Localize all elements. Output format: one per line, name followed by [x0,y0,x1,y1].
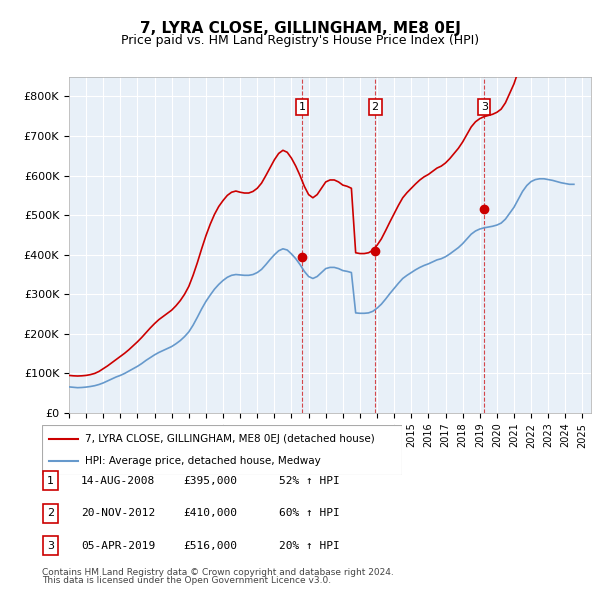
FancyBboxPatch shape [42,425,402,475]
Text: 3: 3 [47,541,54,550]
Text: This data is licensed under the Open Government Licence v3.0.: This data is licensed under the Open Gov… [42,576,331,585]
Text: 14-AUG-2008: 14-AUG-2008 [81,476,155,486]
Text: £410,000: £410,000 [183,509,237,518]
Text: 52% ↑ HPI: 52% ↑ HPI [279,476,340,486]
Text: 2: 2 [47,509,54,518]
Text: 7, LYRA CLOSE, GILLINGHAM, ME8 0EJ (detached house): 7, LYRA CLOSE, GILLINGHAM, ME8 0EJ (deta… [85,434,375,444]
Text: 1: 1 [299,102,305,112]
Text: £395,000: £395,000 [183,476,237,486]
Text: £516,000: £516,000 [183,541,237,550]
Text: 60% ↑ HPI: 60% ↑ HPI [279,509,340,518]
Text: 7, LYRA CLOSE, GILLINGHAM, ME8 0EJ: 7, LYRA CLOSE, GILLINGHAM, ME8 0EJ [140,21,460,35]
Text: HPI: Average price, detached house, Medway: HPI: Average price, detached house, Medw… [85,456,321,466]
Text: 3: 3 [481,102,488,112]
FancyBboxPatch shape [43,504,58,523]
Text: Price paid vs. HM Land Registry's House Price Index (HPI): Price paid vs. HM Land Registry's House … [121,34,479,47]
FancyBboxPatch shape [43,536,58,555]
FancyBboxPatch shape [43,471,58,490]
Text: 2: 2 [371,102,379,112]
Text: 1: 1 [47,476,54,486]
Text: Contains HM Land Registry data © Crown copyright and database right 2024.: Contains HM Land Registry data © Crown c… [42,568,394,577]
Text: 05-APR-2019: 05-APR-2019 [81,541,155,550]
Text: 20% ↑ HPI: 20% ↑ HPI [279,541,340,550]
Text: 20-NOV-2012: 20-NOV-2012 [81,509,155,518]
